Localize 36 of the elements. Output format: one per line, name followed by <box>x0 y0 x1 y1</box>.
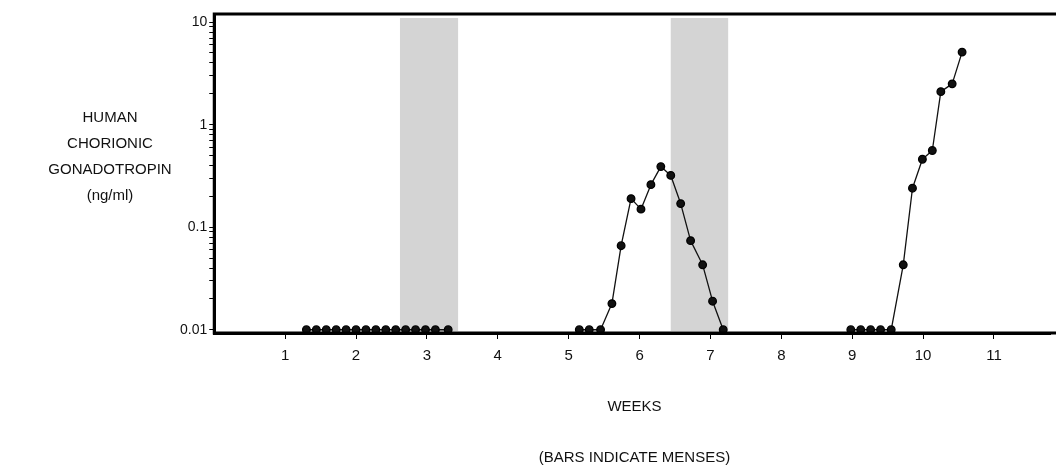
point <box>908 183 917 193</box>
point <box>708 296 718 306</box>
x-axis-title: WEEKS <box>606 397 663 414</box>
x-tick-label: 10 <box>914 346 932 364</box>
y-tick-label: 0.1 <box>187 218 208 235</box>
point <box>666 170 676 180</box>
point <box>616 241 626 251</box>
y-tick-label: 0.01 <box>180 320 208 337</box>
point <box>698 260 708 270</box>
point <box>898 260 908 270</box>
text: (BARS INDICATE MENSES) <box>537 448 732 465</box>
point <box>646 180 656 190</box>
x-tick-label: 6 <box>635 346 644 364</box>
x-tick-label: 5 <box>564 346 573 364</box>
y-axis-title: HUMAN CHORIONIC GONADOTROPIN (ng/ml) <box>47 107 173 205</box>
point <box>917 154 927 164</box>
point <box>636 204 646 214</box>
point <box>626 194 636 204</box>
x-tick-label: 7 <box>706 346 715 364</box>
y-tick-label: 1 <box>199 115 208 132</box>
x-tick-label: 11 <box>986 346 1002 364</box>
point <box>656 162 666 172</box>
point <box>676 199 686 209</box>
x-tick-label: 1 <box>280 346 290 364</box>
x-tick-label: 8 <box>777 346 786 364</box>
x-tick-label: 2 <box>351 346 361 364</box>
point <box>947 79 957 89</box>
x-tick-label: 9 <box>848 346 857 364</box>
point <box>927 146 937 155</box>
point <box>607 299 617 309</box>
point <box>686 236 696 246</box>
x-tick-label: 3 <box>422 346 432 364</box>
point <box>936 87 946 97</box>
y-tick-label: 10 <box>191 12 208 29</box>
x-tick-label: 4 <box>493 346 502 364</box>
point <box>957 47 967 57</box>
